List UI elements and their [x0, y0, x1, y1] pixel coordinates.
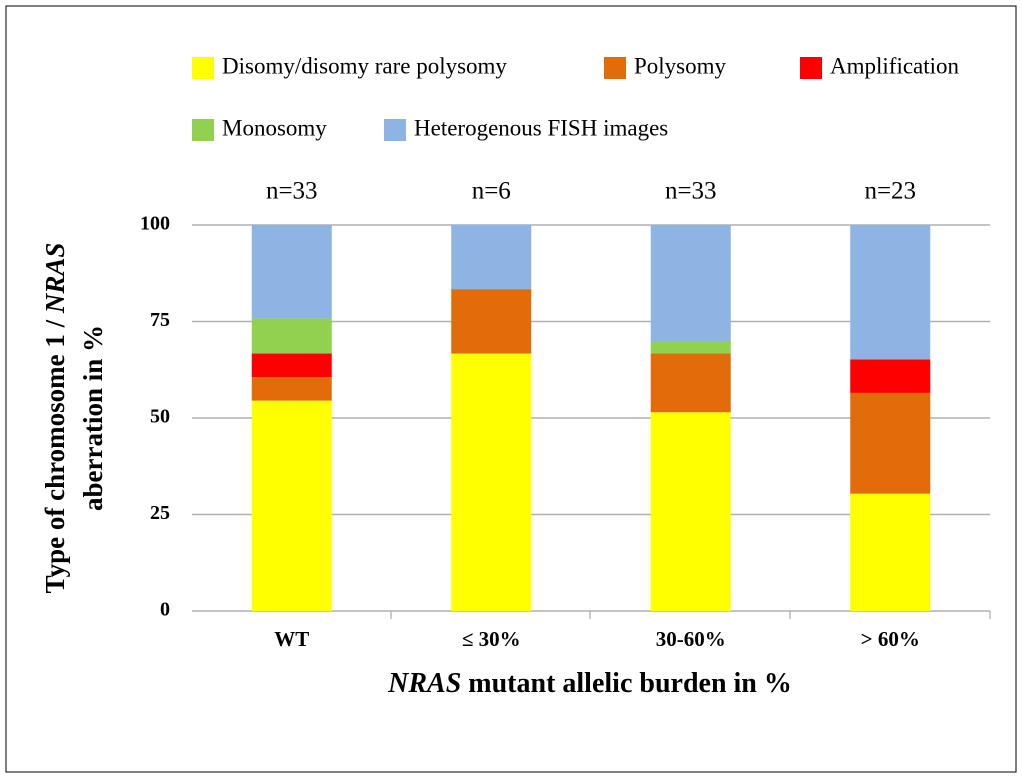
x-tick-label: WT	[274, 627, 309, 651]
y-label-line: aberration in %	[78, 325, 108, 511]
legend-swatch	[604, 57, 626, 79]
x-tick-label: 30-60%	[656, 627, 726, 651]
bar-segment	[251, 377, 332, 401]
annotation: n=23	[864, 178, 916, 205]
legend-label: Polysomy	[634, 53, 727, 78]
y-label-part: Type of chromosome 1 /	[40, 313, 70, 593]
legend-label: Monosomy	[222, 115, 327, 140]
x-tick-label: > 60%	[861, 627, 920, 651]
bar-segment	[850, 359, 931, 393]
y-tick-label: 0	[160, 599, 170, 621]
legend-swatch	[192, 119, 214, 141]
y-tick-label: 75	[150, 309, 170, 331]
legend-label: Disomy/disomy rare polysomy	[222, 53, 507, 78]
bar-segment	[451, 353, 532, 611]
bar-segment	[451, 224, 532, 290]
bar-segment	[650, 225, 731, 342]
bar-segment	[850, 225, 931, 360]
legend-swatch	[192, 57, 214, 79]
y-tick-label: 100	[140, 213, 170, 235]
bar-segment	[251, 353, 332, 378]
frame	[5, 5, 1017, 773]
legend-label: Heterogenous FISH images	[414, 115, 668, 140]
bar-segment	[650, 353, 731, 413]
bar-segment	[850, 493, 931, 611]
y-label-part: NRAS	[40, 243, 70, 315]
legend-swatch	[800, 57, 822, 79]
bar-segment	[850, 392, 931, 494]
bar-segment	[251, 400, 332, 611]
x-label-part: mutant allelic burden in %	[461, 668, 792, 699]
annotation: n=33	[665, 178, 717, 205]
legend-label: Amplification	[830, 53, 960, 78]
y-tick-label: 25	[150, 502, 170, 524]
bar-segment	[650, 412, 731, 611]
legend-swatch	[384, 119, 406, 141]
y-label-line: Type of chromosome 1 / NRAS	[40, 243, 70, 594]
y-axis-label: Type of chromosome 1 / NRAS aberration i…	[40, 243, 108, 594]
bar-segment	[451, 289, 532, 354]
bar-segment	[251, 318, 332, 354]
bar-segment	[251, 225, 332, 319]
x-label-part: NRAS	[387, 668, 461, 699]
x-tick-label: ≤ 30%	[462, 627, 521, 651]
bar-segment	[650, 341, 731, 354]
y-tick-label: 50	[150, 406, 170, 428]
x-axis-label: NRAS mutant allelic burden in %	[387, 668, 792, 699]
annotation: n=33	[266, 178, 318, 205]
annotation: n=6	[472, 178, 511, 205]
